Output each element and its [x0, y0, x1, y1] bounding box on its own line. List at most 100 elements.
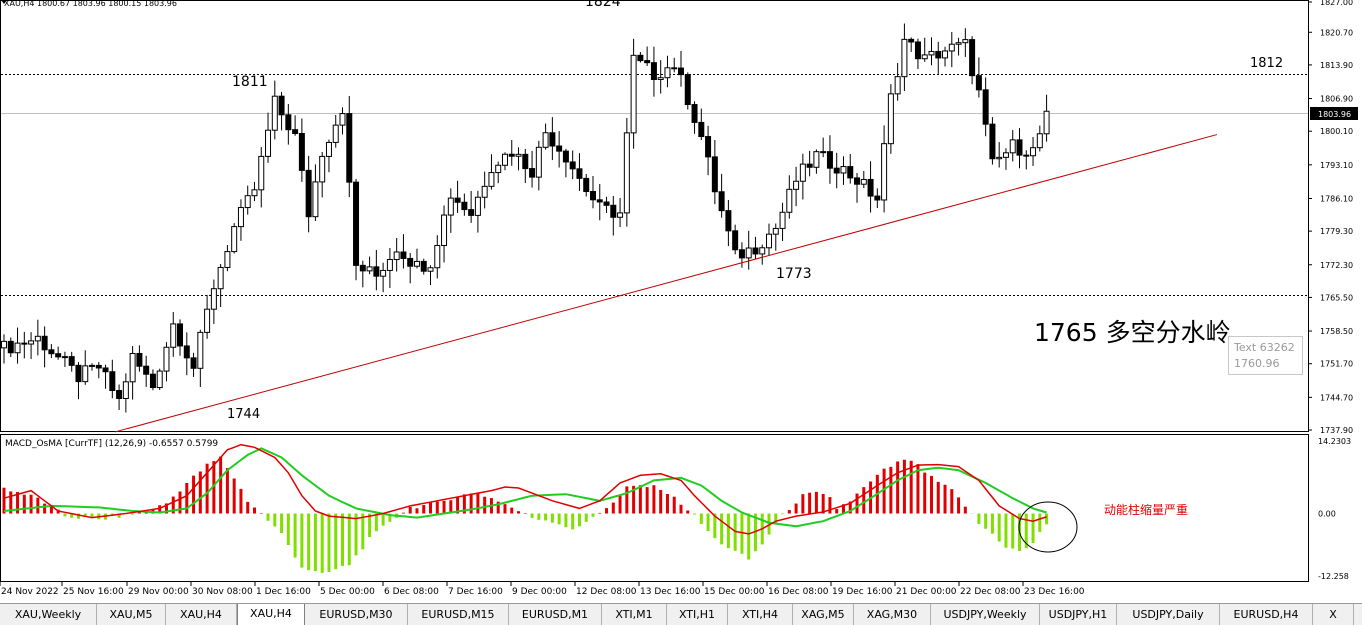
- candle-bearish: [806, 163, 813, 168]
- tab-xag-m30[interactable]: XAG,M30: [854, 604, 931, 625]
- candle-bearish: [847, 166, 854, 179]
- tab-eurusd-m15[interactable]: EURUSD,M15: [408, 604, 509, 625]
- candle-bullish: [393, 251, 400, 261]
- momentum-note[interactable]: 动能柱缩量严重: [1104, 502, 1188, 517]
- candle-bullish: [488, 172, 495, 187]
- candle-bullish: [1043, 110, 1050, 135]
- candle-bullish: [955, 42, 962, 45]
- tab-xau-h4[interactable]: XAU,H4: [166, 604, 237, 625]
- macd-tick-label: -12.258: [1318, 572, 1349, 581]
- candle-bearish: [75, 364, 82, 383]
- signal-line: [3, 447, 1047, 528]
- candle-bearish: [854, 177, 861, 185]
- highlight-ellipse[interactable]: [1018, 501, 1078, 553]
- candle-bullish: [434, 244, 441, 269]
- annotation-1773[interactable]: 1773: [776, 266, 812, 282]
- time-tick-label: 30 Nov 08:00: [192, 587, 253, 597]
- price-tick-label: 1779.30: [1320, 227, 1353, 236]
- price-axis: 1827.00 1820.70 1813.90 1806.90 1800.10 1793.…: [1308, 0, 1353, 581]
- price-tick-label: 1751.70: [1320, 360, 1353, 369]
- tab-eurusd-m30[interactable]: EURUSD,M30: [305, 604, 408, 625]
- candle-bullish: [447, 197, 454, 216]
- candle-bullish: [204, 308, 211, 333]
- candle-bullish: [481, 185, 488, 198]
- tooltip-line1: Text 63262: [1233, 341, 1295, 354]
- price-tick-label: 1800.10: [1320, 127, 1353, 136]
- candle-bearish: [698, 121, 705, 138]
- tab-usdjpy-weekly[interactable]: USDJPY,Weekly: [931, 604, 1040, 625]
- macd-tick-label: 0.00: [1318, 510, 1336, 519]
- price-tick-label: 1813.90: [1320, 61, 1353, 70]
- price-tick-label: 1765.50: [1320, 293, 1353, 302]
- candle-bullish: [535, 146, 542, 178]
- time-tick-label: 24 Nov 2022: [1, 587, 59, 597]
- tab-usdjpy-daily[interactable]: USDJPY,Daily: [1117, 604, 1220, 625]
- candle-bullish: [996, 156, 1003, 160]
- candle-bullish: [28, 340, 35, 345]
- candle-bullish: [1, 340, 7, 349]
- tab-usdjpy-h1[interactable]: USDJPY,H1: [1040, 604, 1117, 625]
- tab-xau-m5[interactable]: XAU,M5: [97, 604, 166, 625]
- macd-frame: [0, 434, 1309, 582]
- current-price-marker: [1310, 107, 1358, 120]
- candle-bullish: [630, 54, 637, 134]
- candle-bearish: [569, 161, 576, 170]
- macd-label: MACD_OsMA [CurrTF] (12,26,9) -0.6557 0.5…: [5, 439, 218, 449]
- candle-bearish: [562, 150, 569, 163]
- candle-bullish: [887, 93, 894, 145]
- annotation-1744[interactable]: 1744: [227, 407, 260, 422]
- tab-xti-m1[interactable]: XTI,M1: [602, 604, 667, 625]
- tab-eurusd-h4[interactable]: EURUSD,H4: [1220, 604, 1313, 625]
- time-tick-label: 5 Dec 00:00: [320, 587, 375, 597]
- candle-bullish: [122, 381, 129, 399]
- symbol-header: XAU,H4 1800.67 1803.96 1800.15 1803.96: [4, 0, 177, 8]
- candle-bullish: [34, 335, 41, 342]
- candle-bullish: [623, 132, 630, 214]
- candle-bearish: [373, 266, 380, 277]
- candle-bearish: [908, 38, 915, 43]
- chart-area[interactable]: 1827.00 1820.70 1813.90 1806.90 1800.10 1793.…: [0, 0, 1362, 603]
- tab-xau-h4[interactable]: XAU,H4: [237, 604, 305, 625]
- tab-x[interactable]: X: [1313, 604, 1354, 625]
- candle-bearish: [508, 153, 515, 157]
- candle-bearish: [914, 41, 921, 60]
- candle-bearish: [603, 201, 610, 206]
- candle-bullish: [61, 356, 68, 359]
- tab-xag-m5[interactable]: XAG,M5: [793, 604, 854, 625]
- tab-eurusd-m1[interactable]: EURUSD,M1: [509, 604, 602, 625]
- candle-bullish: [14, 342, 21, 354]
- candle-bullish: [928, 50, 935, 56]
- candle-bullish: [1009, 139, 1016, 154]
- time-tick-label: 15 Dec 00:00: [704, 587, 765, 597]
- current-price-label: 1803.96: [1318, 110, 1351, 119]
- tab-xti-h1[interactable]: XTI,H1: [667, 604, 728, 625]
- candle-bullish: [339, 113, 346, 126]
- time-tick-label: 6 Dec 08:00: [384, 587, 439, 597]
- candle-bearish: [7, 340, 14, 354]
- candle-bearish: [650, 62, 657, 80]
- trendline-group[interactable]: [114, 134, 1218, 433]
- candle-bullish: [772, 227, 779, 235]
- candle-bearish: [935, 50, 942, 59]
- candle-bearish: [95, 364, 102, 369]
- candle-bullish: [258, 155, 265, 191]
- tab-xau-weekly[interactable]: XAU,Weekly: [0, 604, 97, 625]
- annotation-1811[interactable]: 1811: [232, 74, 268, 90]
- candle-bullish: [657, 77, 664, 80]
- candle-bullish: [942, 50, 949, 59]
- candle-bullish: [413, 260, 420, 267]
- dropdown-triangle-icon[interactable]: [1, 0, 7, 4]
- tab-xti-h4[interactable]: XTI,H4: [728, 604, 793, 625]
- candle-bearish: [678, 67, 684, 76]
- candle-bearish: [705, 136, 712, 158]
- annotation-1824[interactable]: 1824: [585, 0, 621, 10]
- annotation-pivot[interactable]: 1765 多空分水岭: [1034, 318, 1231, 347]
- candle-bullish: [766, 233, 773, 249]
- candle-bearish: [48, 349, 55, 355]
- annotation-1812[interactable]: 1812: [1250, 56, 1283, 71]
- candle-bullish: [244, 195, 251, 209]
- candle-bearish: [637, 54, 644, 62]
- price-tick-label: 1758.50: [1320, 327, 1353, 336]
- candle-bearish: [589, 191, 596, 201]
- candle-bearish: [461, 201, 468, 211]
